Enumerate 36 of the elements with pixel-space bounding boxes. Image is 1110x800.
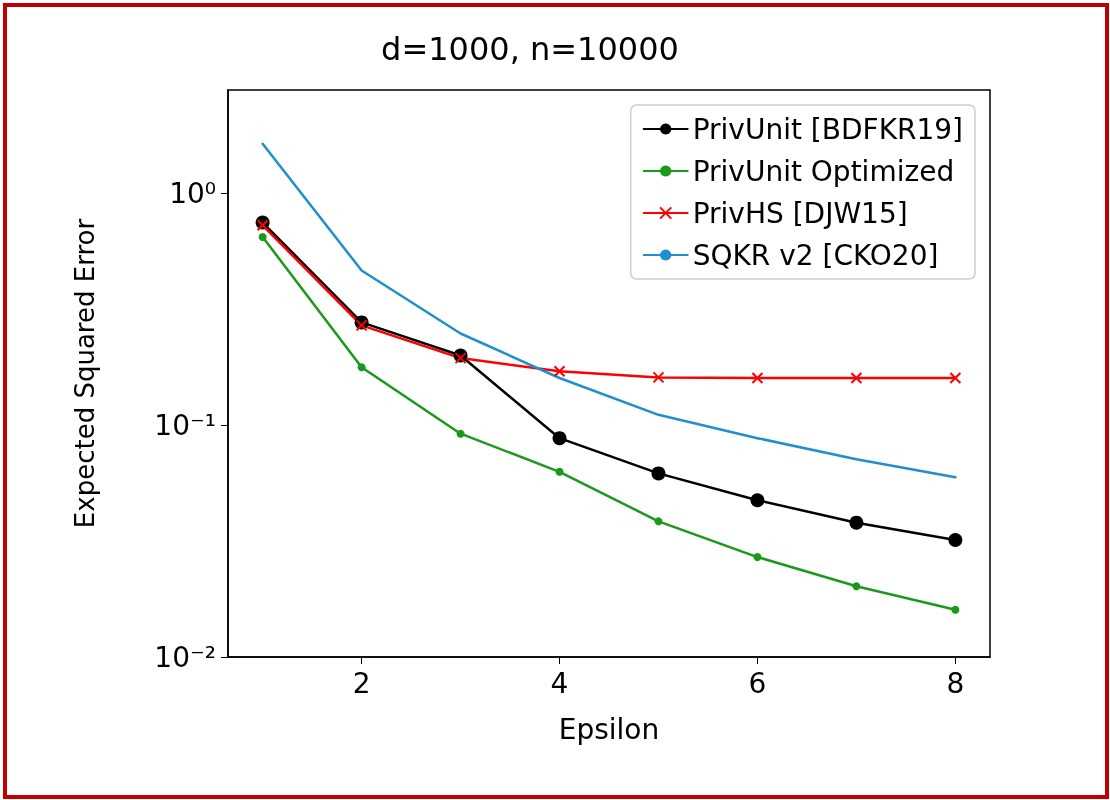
y-tick-label: 10⁻¹ — [154, 408, 216, 442]
point — [355, 319, 368, 332]
point — [553, 365, 566, 378]
x-tick-label: 4 — [550, 666, 569, 700]
x-tick-label: 2 — [352, 666, 371, 700]
chart-title: d=1000, n=10000 — [381, 30, 679, 68]
legend-label: PrivHS [DJW15] — [692, 196, 908, 230]
point — [454, 352, 467, 365]
point — [948, 532, 963, 547]
point — [456, 429, 465, 438]
point — [256, 219, 269, 232]
point — [552, 431, 567, 446]
point — [750, 493, 765, 508]
point — [258, 232, 267, 241]
point — [652, 371, 665, 384]
y-axis-title: Expected Squared Error — [70, 218, 100, 529]
point — [852, 582, 861, 591]
point — [357, 363, 366, 372]
point — [949, 372, 962, 385]
legend-label: PrivUnit Optimized — [692, 154, 955, 188]
point — [849, 515, 864, 530]
point — [753, 553, 762, 562]
x-tick-label: 8 — [946, 666, 965, 700]
legend-label: SQKR v2 [CKO20] — [692, 238, 939, 272]
y-tick-label: 10⁰ — [169, 177, 216, 211]
y-tick-label: 10⁻² — [154, 640, 216, 674]
point — [651, 466, 666, 481]
x-axis-title: Epsilon — [558, 712, 660, 746]
point — [751, 372, 764, 385]
point — [654, 517, 663, 526]
x-tick-label: 6 — [748, 666, 767, 700]
point — [555, 467, 564, 476]
point — [951, 605, 960, 614]
legend-label: PrivUnit [BDFKR19] — [692, 112, 964, 146]
point — [850, 372, 863, 385]
line-series — [261, 142, 957, 479]
